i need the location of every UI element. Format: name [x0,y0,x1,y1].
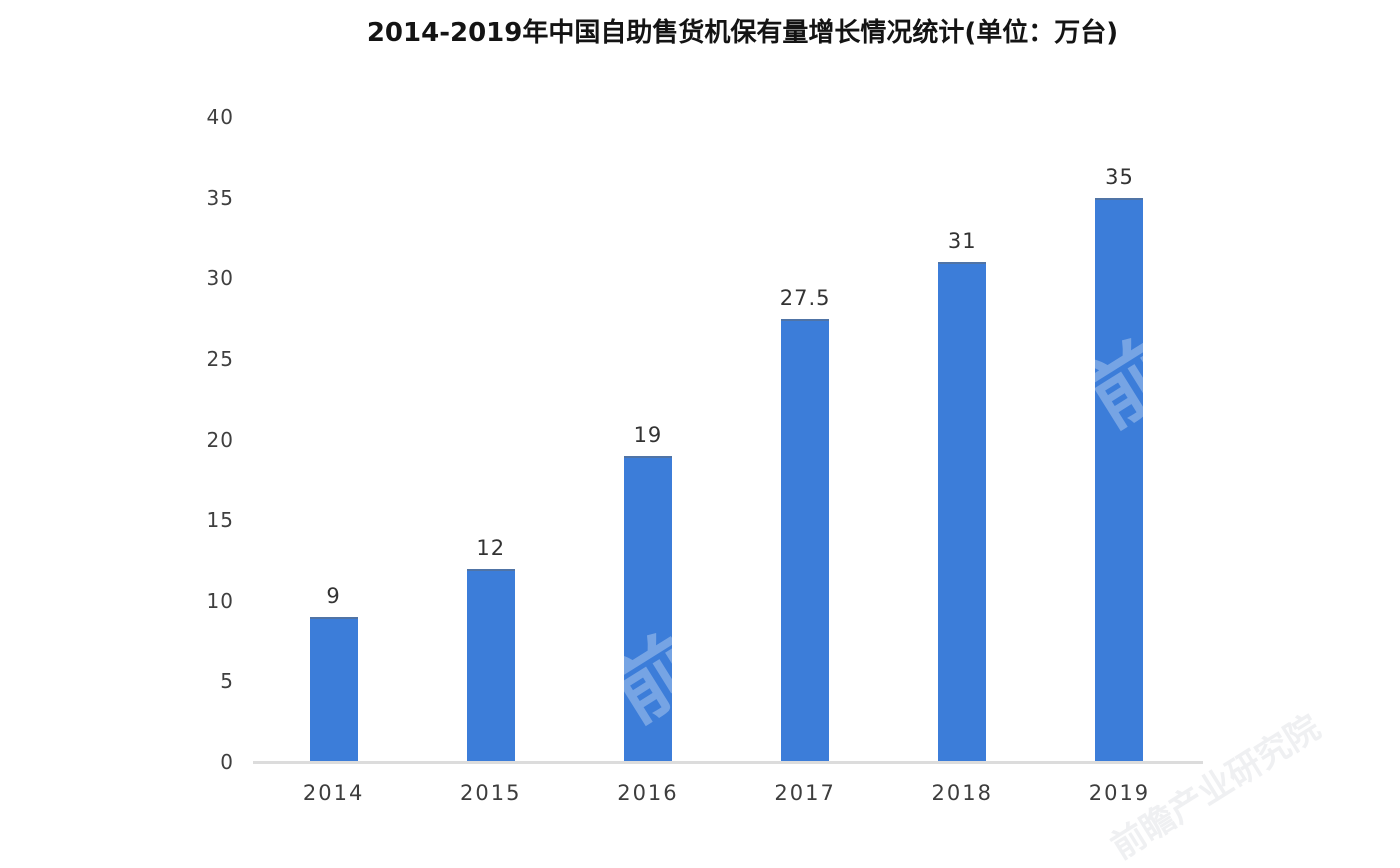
bar-column: 19 [569,117,726,762]
bar-column: 35 [1041,117,1198,762]
bar [309,616,358,762]
y-tick-label: 25 [206,346,234,371]
bar [623,455,672,762]
bar-column: 31 [884,117,1041,762]
x-axis-line [253,761,1203,764]
y-tick-label: 35 [206,185,234,210]
bar [781,318,830,762]
bar-value-label: 9 [326,583,341,608]
x-axis-labels: 2014 2015 2016 2017 2018 2019 [255,781,1198,805]
bar [1095,197,1144,762]
bar-value-label: 31 [947,229,977,254]
bar-column: 12 [412,117,569,762]
x-tick-label: 2015 [460,781,522,805]
x-tick-label: 2014 [302,781,365,805]
bar [466,568,515,762]
plot-area: 9 12 19 27.5 31 35 [253,117,1203,764]
y-tick-label: 10 [206,588,234,613]
y-tick-label: 0 [220,750,234,774]
bar-column: 9 [255,117,412,762]
y-tick-label: 40 [206,105,234,129]
bars-container: 9 12 19 27.5 31 35 [255,117,1198,762]
bar-value-label: 12 [476,535,506,560]
bar-value-label: 27.5 [779,285,831,310]
bar-value-label: 35 [1105,164,1134,189]
y-tick-label: 5 [220,669,234,694]
y-tick-label: 30 [206,266,234,291]
bar-value-label: 19 [633,422,663,447]
x-tick-label: 2017 [774,781,836,805]
y-tick-label: 15 [206,508,234,533]
y-tick-label: 20 [206,427,234,452]
chart-title: 2014-2019年中国自助售货机保有量增长情况统计(单位：万台) [366,18,1119,48]
x-tick-label: 2019 [1088,781,1151,805]
chart-canvas: 2014-2019年中国自助售货机保有量增长情况统计(单位：万台) 9 12 19 2… [206,18,1328,868]
bar [938,262,987,762]
bar-column: 27.5 [727,117,884,762]
x-tick-label: 2016 [617,781,679,805]
x-tick-label: 2018 [931,781,993,805]
